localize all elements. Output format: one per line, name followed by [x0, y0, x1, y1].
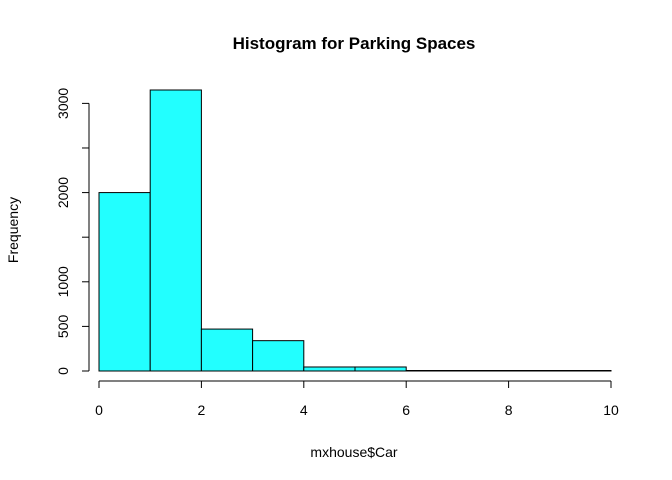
histogram-bar-5-6	[354, 366, 407, 372]
x-tick-label: 2	[198, 402, 206, 418]
y-axis-label: Frequency	[5, 197, 21, 263]
x-tick-label: 0	[95, 402, 103, 418]
chart-title: Histogram for Parking Spaces	[233, 34, 476, 53]
y-tick-label: 2000	[55, 177, 71, 208]
y-tick-label: 3000	[55, 88, 71, 119]
histogram-bar-3-4	[252, 340, 305, 372]
y-tick-label: 0	[55, 367, 71, 375]
histogram-bar-0-1	[98, 192, 151, 372]
x-tick-label: 8	[505, 402, 513, 418]
histogram-bar-4-5	[303, 366, 356, 372]
histogram-bar-9-10	[559, 370, 612, 372]
x-axis: 0 2 4 6 8 10	[95, 380, 619, 418]
histogram-bar-1-2	[149, 89, 202, 372]
histogram-bar-6-7	[405, 370, 458, 372]
y-tick-label: 500	[55, 315, 71, 339]
x-axis-label: mxhouse$Car	[310, 444, 397, 460]
histogram-bar-2-3	[200, 328, 254, 372]
x-tick-label: 4	[300, 402, 308, 418]
histogram-bar-8-9	[508, 370, 561, 372]
y-axis: 0 500 1000 2000 3000	[55, 88, 90, 375]
bars-group	[98, 89, 612, 372]
y-tick-label: 1000	[55, 266, 71, 297]
x-tick-label: 10	[603, 402, 619, 418]
histogram-bar-7-8	[456, 370, 510, 372]
x-tick-label: 6	[402, 402, 410, 418]
